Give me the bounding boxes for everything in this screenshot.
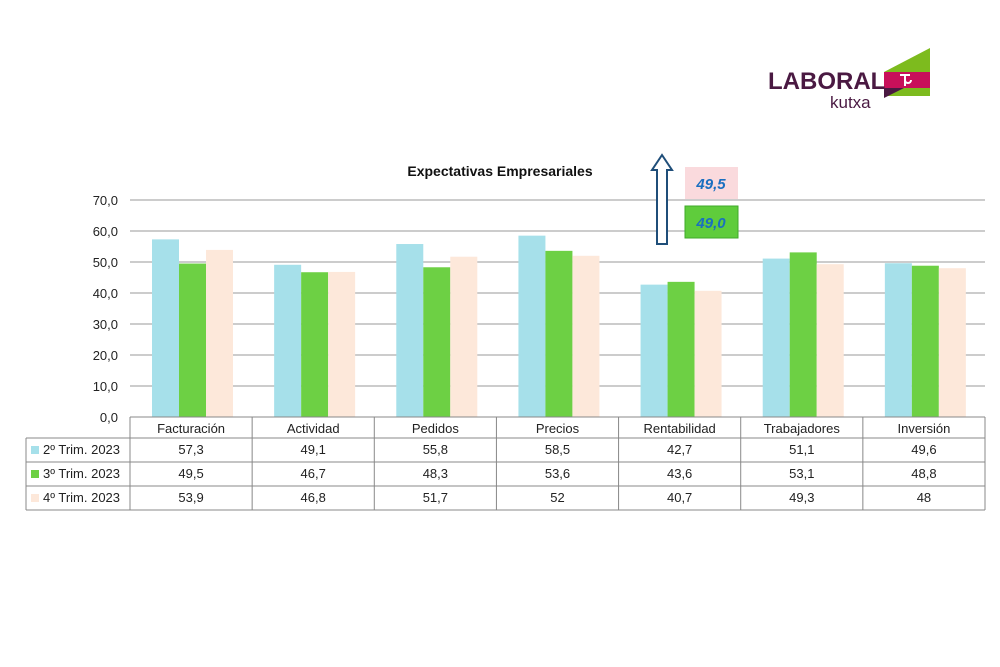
data-label: 49,5 <box>178 466 203 481</box>
y-tick-label: 10,0 <box>93 379 118 394</box>
bar-2-5 <box>816 264 844 417</box>
bar-1-0 <box>179 263 206 417</box>
category-label: Rentabilidad <box>644 421 716 436</box>
bar-1-1 <box>301 272 329 417</box>
bar-0-5 <box>762 258 790 417</box>
bar-0-4 <box>640 284 668 417</box>
category-label: Trabajadores <box>764 421 841 436</box>
bar-0-0 <box>152 239 179 417</box>
data-label: 42,7 <box>667 442 692 457</box>
data-label: 46,7 <box>301 466 326 481</box>
category-label: Pedidos <box>412 421 459 436</box>
bar-0-6 <box>884 263 912 417</box>
legend-label: 3º Trim. 2023 <box>43 466 120 481</box>
bar-2-2 <box>450 256 478 417</box>
category-label: Actividad <box>287 421 340 436</box>
bar-2-6 <box>938 268 966 417</box>
y-tick-label: 50,0 <box>93 255 118 270</box>
data-label: 49,3 <box>789 490 814 505</box>
data-label: 58,5 <box>545 442 570 457</box>
logo-mark-icon <box>900 74 912 86</box>
data-label: 51,1 <box>789 442 814 457</box>
legend-label: 4º Trim. 2023 <box>43 490 120 505</box>
category-label: Inversión <box>898 421 951 436</box>
callout-value: 49,5 <box>695 176 726 193</box>
data-label: 51,7 <box>423 490 448 505</box>
data-label: 46,8 <box>301 490 326 505</box>
data-label: 48,3 <box>423 466 448 481</box>
bar-1-6 <box>911 265 939 417</box>
bar-2-1 <box>328 271 356 417</box>
legend-label: 2º Trim. 2023 <box>43 442 120 457</box>
laboral-kutxa-logo: LABORAL kutxa <box>768 48 930 112</box>
category-label: Facturación <box>157 421 225 436</box>
legend-swatch <box>31 446 39 454</box>
data-label: 40,7 <box>667 490 692 505</box>
data-label: 53,1 <box>789 466 814 481</box>
bar-0-1 <box>274 264 302 417</box>
data-label: 43,6 <box>667 466 692 481</box>
bar-2-3 <box>572 255 600 417</box>
callout-box <box>684 205 739 239</box>
bar-1-2 <box>423 267 451 417</box>
data-label: 48 <box>917 490 931 505</box>
y-tick-label: 40,0 <box>93 286 118 301</box>
callout-box <box>685 167 738 199</box>
bar-1-3 <box>545 250 573 417</box>
data-label: 52 <box>550 490 564 505</box>
bar-1-5 <box>789 252 817 417</box>
y-tick-label: 60,0 <box>93 224 118 239</box>
data-label: 49,1 <box>301 442 326 457</box>
callout-value: 49,0 <box>695 215 726 232</box>
y-tick-label: 0,0 <box>100 410 118 425</box>
y-tick-label: 70,0 <box>93 193 118 208</box>
bar-0-3 <box>518 235 546 417</box>
logo-main-text: LABORAL <box>768 68 885 95</box>
y-tick-label: 20,0 <box>93 348 118 363</box>
data-label: 55,8 <box>423 442 448 457</box>
bar-2-4 <box>694 290 722 417</box>
legend-swatch <box>31 470 39 478</box>
bar-1-4 <box>667 281 695 417</box>
legend-swatch <box>31 494 39 502</box>
up-arrow-icon <box>650 153 674 245</box>
data-label: 49,6 <box>911 442 936 457</box>
data-label: 48,8 <box>911 466 936 481</box>
data-label: 53,9 <box>178 490 203 505</box>
bar-2-0 <box>206 249 233 417</box>
data-label: 53,6 <box>545 466 570 481</box>
bar-0-2 <box>396 244 424 417</box>
category-label: Precios <box>536 421 580 436</box>
logo-sub-text: kutxa <box>830 93 871 112</box>
y-tick-label: 30,0 <box>93 317 118 332</box>
chart-title: Expectativas Empresariales <box>407 163 592 179</box>
data-label: 57,3 <box>178 442 203 457</box>
